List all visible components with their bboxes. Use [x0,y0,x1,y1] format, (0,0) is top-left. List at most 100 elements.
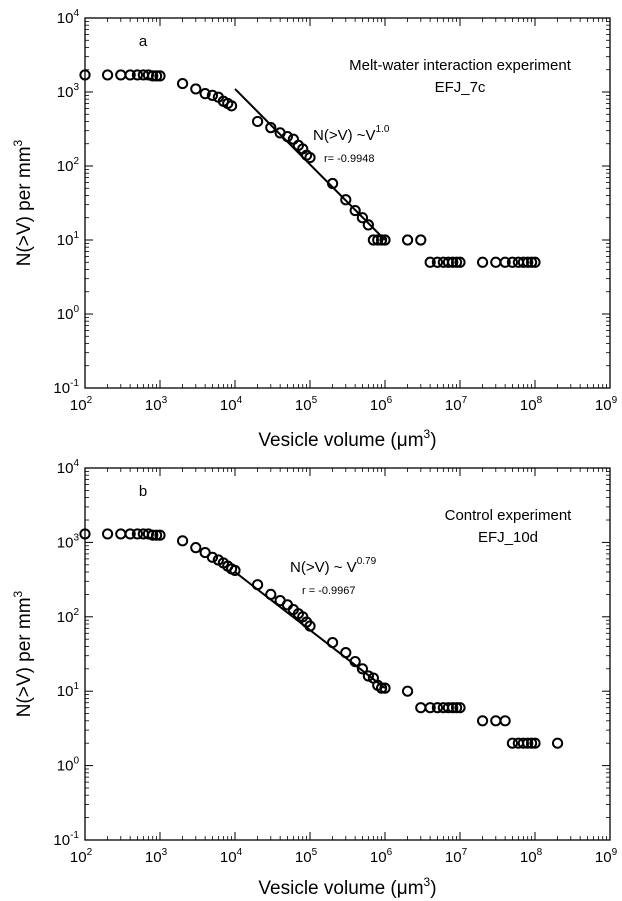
data-point [340,194,352,206]
data-point [131,528,144,540]
y-tick-label: 102 [57,607,80,626]
y-tick-label: 100 [57,756,80,775]
data-point [79,528,91,540]
data-point [190,83,202,95]
x-tick-label: 102 [70,395,93,414]
data-point [190,542,202,554]
y-axis-title: N(>V) per mm3 [11,590,35,717]
panel-letter: a [139,33,148,50]
y-tick-label: 104 [57,8,80,27]
data-point [147,70,159,82]
data-point [499,715,511,727]
experiment-annotation: EFJ_10d [478,529,538,546]
y-axis-title: N(>V) per mm3 [11,139,35,266]
data-point [525,256,538,268]
data-point [529,256,541,268]
panel-letter: b [139,483,147,500]
data-point [379,682,391,694]
data-point [517,737,529,749]
y-tick-label: 104 [57,458,80,477]
y-tick-label: 101 [57,230,80,249]
data-point [490,256,502,268]
data-point [490,715,502,727]
data-point [447,256,459,268]
experiment-annotation: EFJ_7c [435,79,486,96]
data-point [326,177,339,190]
data-point [124,69,136,81]
x-tick-label: 103 [145,847,168,866]
data-point [199,88,211,100]
data-point [147,529,159,541]
data-point [115,69,127,81]
data-point [431,256,444,268]
fit-equation-label: N(>V) ~V1.0 [313,124,390,144]
x-tick-label: 106 [370,847,393,866]
data-point [265,588,277,601]
data-point [115,528,127,540]
data-point [450,702,463,714]
data-point [424,702,436,714]
data-point [206,551,219,563]
x-tick-label: 102 [70,847,93,866]
data-point [362,219,374,231]
data-point [79,69,91,81]
y-tick-label: 103 [57,532,80,551]
data-point [454,256,466,268]
data-point [379,234,391,246]
data-point [476,256,489,268]
x-tick-label: 108 [520,847,543,866]
data-point [506,256,519,268]
y-tick-label: 103 [57,82,80,101]
y-tick-label: 10-1 [53,830,79,849]
data-point [154,529,166,541]
x-tick-label: 108 [520,395,543,414]
x-tick-label: 104 [220,847,243,866]
data-point [450,256,463,268]
x-tick-label: 109 [595,395,618,414]
data-point [150,529,163,541]
x-tick-label: 103 [145,395,168,414]
experiment-annotation: Melt-water interaction experiment [349,57,572,74]
data-point [251,579,264,591]
x-tick-label: 105 [295,395,318,414]
data-point [415,234,427,246]
x-axis-title: Vesicle volume (μm3) [258,427,436,451]
data-point [176,535,189,547]
x-tick-label: 107 [445,395,468,414]
data-point [424,256,436,268]
y-tick-label: 10-1 [53,378,79,397]
x-tick-label: 105 [295,847,318,866]
data-point [101,69,114,81]
data-point [131,69,144,81]
data-point [415,702,427,714]
plot-frame [84,467,611,841]
data-point [431,702,444,714]
data-point [154,70,166,82]
data-point [206,89,219,101]
data-point [251,115,264,128]
data-point [356,663,369,675]
data-point [367,234,379,246]
data-point [525,737,538,749]
data-point [265,122,277,134]
data-point [375,234,388,246]
data-point [517,256,529,268]
x-tick-label: 107 [445,847,468,866]
data-point [499,256,511,268]
data-point [401,685,414,697]
data-point [529,737,541,749]
data-point [454,702,466,714]
data-point [442,702,454,714]
data-point [101,528,114,540]
experiment-annotation: Control experiment [445,507,573,524]
data-point [281,130,294,143]
chart-panel-b: 102 103 104 105 106 107 108 109 10-1 100 101 102 103… [11,458,618,899]
x-axis-title: Vesicle volume (μm3) [258,875,436,899]
chart-panel-a: 102 103 104 105 106 107 108 109 10-1 100 101 102 103… [11,8,618,451]
data-point [124,528,136,540]
data-point [304,620,316,632]
data-point [349,204,361,217]
data-point [225,100,238,112]
x-tick-label: 109 [595,847,618,866]
